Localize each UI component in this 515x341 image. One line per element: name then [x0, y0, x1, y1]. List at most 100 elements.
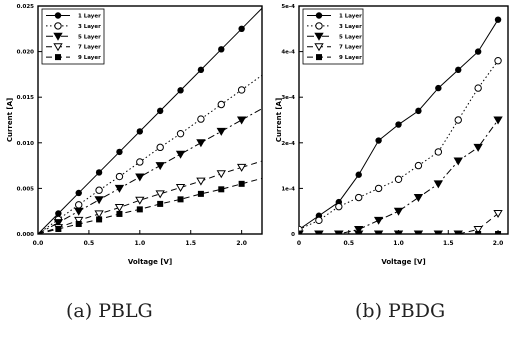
data-point [75, 201, 83, 209]
legend-marker [54, 12, 62, 19]
x-tick-label: 1.5 [443, 240, 454, 247]
data-point [237, 86, 246, 94]
data-point [473, 225, 483, 234]
data-point [354, 225, 364, 234]
data-point [94, 196, 104, 205]
data-point [177, 87, 184, 94]
data-point [355, 171, 362, 178]
data-point [74, 207, 84, 216]
series-line-extension [241, 177, 262, 185]
data-point [335, 231, 342, 234]
legend: 1 Layer 3 Layer 5 Layer 7 Layer 9 Layer [41, 8, 105, 65]
legend-label: 9 Layer [78, 55, 101, 61]
data-point [395, 231, 402, 234]
data-point [433, 180, 444, 189]
data-point [115, 172, 124, 181]
plot-frame [37, 5, 263, 235]
legend-marker [314, 43, 324, 52]
series-1-layer [38, 7, 262, 234]
data-point [156, 107, 164, 115]
series-line [299, 119, 499, 234]
data-point [114, 184, 125, 193]
data-point [75, 189, 82, 197]
legend-label: 9 Layer [339, 55, 362, 61]
data-point [475, 231, 482, 234]
series-line-extension [241, 74, 262, 91]
data-point [375, 137, 382, 144]
legend-marker [55, 54, 61, 61]
data-point [196, 177, 206, 186]
data-point [236, 116, 247, 125]
series-9-layer [299, 231, 502, 234]
legend-label: 1 Layer [78, 14, 101, 20]
data-point [218, 186, 225, 193]
x-tick-label: 2.0 [493, 240, 504, 247]
legend-marker [53, 32, 63, 41]
data-point [355, 231, 362, 234]
data-point [197, 190, 204, 197]
data-point [135, 173, 145, 182]
y-tick-label: 2e-4 [281, 141, 295, 147]
data-point [474, 84, 482, 92]
y-axis-label: Current [A] [6, 98, 14, 142]
data-point [415, 107, 422, 115]
data-point [238, 180, 245, 187]
x-tick-label: 1.0 [393, 240, 404, 247]
data-point [95, 169, 103, 176]
series-3-layer [38, 74, 262, 234]
data-point [218, 46, 225, 53]
data-point [176, 129, 185, 138]
series-3-layer [299, 57, 502, 234]
legend-marker [316, 54, 322, 61]
data-point [114, 204, 125, 213]
data-point [415, 231, 422, 234]
data-point [96, 216, 103, 223]
data-point [157, 200, 164, 207]
data-point [375, 231, 382, 234]
legend-label: 3 Layer [78, 24, 101, 30]
data-point [75, 220, 82, 227]
y-tick-label: 0 [291, 232, 295, 238]
data-point [335, 202, 343, 211]
data-point [177, 196, 184, 203]
data-point [217, 100, 225, 109]
y-tick-label: 0.025 [17, 4, 35, 10]
legend-label: 7 Layer [339, 45, 362, 51]
data-point [474, 48, 482, 55]
legend-marker [314, 32, 324, 41]
data-point [455, 231, 462, 234]
data-point [94, 210, 104, 219]
chart-pblg: 0.0 0.5 1.0 1.5 2.0 0.000 0.005 0.010 0.015 0.020… [6, 4, 263, 266]
legend-marker [53, 43, 63, 52]
legend-label: 7 Layer [78, 45, 101, 51]
chart-pbdg: 0 0.5 1.0 1.5 2.0 0 1e-4 2e-4 3e-4 4e-4 5e-4 Voltag… [275, 4, 509, 266]
data-point [495, 231, 502, 234]
data-point [53, 219, 64, 228]
series-line [38, 166, 242, 234]
y-tick-label: 0.020 [17, 50, 35, 56]
legend-label: 5 Layer [78, 34, 101, 40]
x-tick-label: 2.0 [236, 240, 247, 247]
data-point [455, 66, 462, 74]
data-point [197, 115, 205, 123]
data-point [236, 163, 247, 172]
y-axis-label: Current [A] [275, 98, 283, 142]
data-point [374, 184, 383, 193]
legend-marker [54, 22, 62, 30]
data-point [454, 116, 462, 124]
data-point [493, 209, 503, 218]
data-point [393, 207, 404, 216]
data-point [238, 25, 245, 32]
data-point [135, 196, 145, 205]
data-point [493, 116, 503, 125]
y-tick-label: 5e-4 [281, 4, 295, 10]
data-point [95, 186, 103, 194]
y-tick-label: 0.000 [17, 232, 35, 238]
data-point [136, 128, 144, 135]
data-point [315, 231, 322, 234]
data-point [355, 193, 363, 202]
data-point [413, 194, 424, 203]
x-tick-label: 0.5 [84, 240, 95, 247]
data-point [473, 143, 483, 152]
x-tick-label: 1.0 [134, 240, 145, 247]
